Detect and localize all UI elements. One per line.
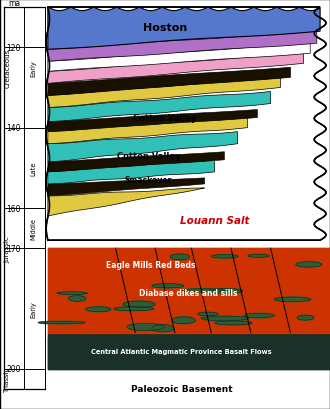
Text: Early: Early bbox=[31, 300, 37, 317]
Text: Central Atlantic Magmatic Province Basalt Flows: Central Atlantic Magmatic Province Basal… bbox=[91, 348, 272, 354]
Polygon shape bbox=[48, 92, 271, 122]
Text: Smackover: Smackover bbox=[125, 176, 172, 185]
Polygon shape bbox=[48, 54, 304, 84]
Text: Jurassic: Jurassic bbox=[4, 235, 10, 262]
Polygon shape bbox=[48, 8, 320, 50]
Polygon shape bbox=[198, 312, 218, 316]
Polygon shape bbox=[68, 296, 86, 301]
Polygon shape bbox=[212, 255, 238, 258]
Text: Paleozoic Basement: Paleozoic Basement bbox=[131, 384, 232, 393]
Polygon shape bbox=[248, 255, 269, 258]
Text: 120: 120 bbox=[7, 44, 21, 53]
Polygon shape bbox=[244, 314, 274, 318]
Polygon shape bbox=[48, 178, 205, 196]
Polygon shape bbox=[170, 254, 189, 260]
Polygon shape bbox=[152, 325, 174, 332]
Text: Hoston: Hoston bbox=[143, 23, 187, 33]
Text: Cotton Valley: Cotton Valley bbox=[117, 152, 180, 161]
Polygon shape bbox=[48, 68, 290, 96]
Polygon shape bbox=[172, 317, 195, 324]
Polygon shape bbox=[48, 160, 214, 184]
Text: Cretaceous: Cretaceous bbox=[4, 49, 10, 88]
Text: Triassic: Triassic bbox=[4, 366, 10, 392]
Text: ma: ma bbox=[8, 0, 20, 8]
Polygon shape bbox=[46, 8, 326, 240]
Polygon shape bbox=[57, 292, 87, 295]
Polygon shape bbox=[39, 321, 85, 324]
Text: Diabase dikes and sills: Diabase dikes and sills bbox=[139, 288, 237, 297]
Polygon shape bbox=[274, 297, 311, 302]
Text: Louann Salt: Louann Salt bbox=[180, 216, 249, 225]
Text: Late: Late bbox=[31, 161, 37, 175]
Text: 160: 160 bbox=[7, 204, 21, 213]
Polygon shape bbox=[48, 118, 248, 144]
Polygon shape bbox=[296, 262, 322, 267]
Text: 170: 170 bbox=[7, 244, 21, 253]
Polygon shape bbox=[210, 289, 243, 294]
Polygon shape bbox=[48, 153, 224, 173]
Text: Cotton Valley: Cotton Valley bbox=[133, 114, 197, 123]
Text: Middle: Middle bbox=[31, 218, 37, 240]
Polygon shape bbox=[215, 321, 252, 325]
Polygon shape bbox=[297, 315, 314, 320]
Polygon shape bbox=[48, 44, 310, 72]
Text: 200: 200 bbox=[7, 364, 21, 373]
Polygon shape bbox=[201, 316, 249, 321]
Polygon shape bbox=[182, 289, 223, 292]
Text: Eagle Mills Red Beds: Eagle Mills Red Beds bbox=[106, 260, 195, 269]
Polygon shape bbox=[48, 78, 280, 108]
Polygon shape bbox=[48, 110, 257, 133]
Text: 140: 140 bbox=[7, 124, 21, 133]
Polygon shape bbox=[48, 189, 205, 216]
Polygon shape bbox=[48, 133, 238, 162]
Polygon shape bbox=[48, 32, 317, 62]
Polygon shape bbox=[86, 307, 111, 312]
Polygon shape bbox=[152, 284, 183, 288]
Polygon shape bbox=[114, 307, 153, 311]
Polygon shape bbox=[123, 301, 155, 308]
Polygon shape bbox=[127, 324, 164, 330]
Text: Early: Early bbox=[31, 60, 37, 76]
